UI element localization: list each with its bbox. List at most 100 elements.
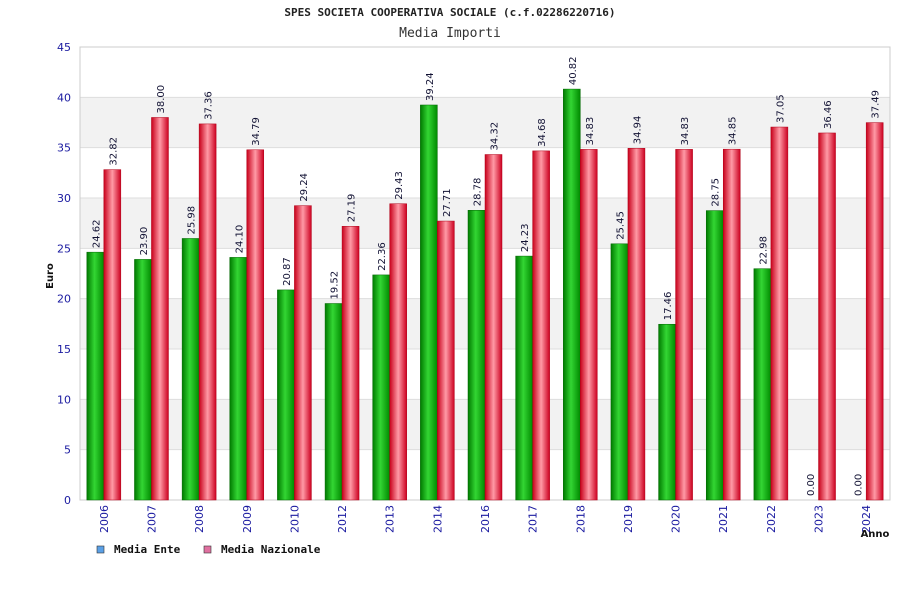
- y-tick-label: 35: [57, 142, 71, 155]
- x-axis-ticks: 2006 2007 2008 2009 2010 2012 2013 2014 2016 2017…: [98, 505, 873, 533]
- bar-ente-2016: [467, 210, 486, 501]
- x-tick-label: 2024: [860, 505, 873, 533]
- data-label: 22.36: [377, 242, 388, 271]
- x-tick-label: 2012: [336, 505, 349, 533]
- data-label: 27.71: [442, 188, 453, 217]
- x-tick-label: 2006: [98, 505, 111, 533]
- data-label: 27.19: [347, 194, 358, 223]
- bar-ente-2018: [563, 88, 581, 501]
- background-band: [80, 47, 890, 98]
- data-label: 39.24: [425, 72, 436, 101]
- bar-nazionale-2013: [389, 203, 407, 501]
- x-tick-label: 2009: [241, 505, 254, 533]
- x-tick-label: 2022: [765, 505, 778, 533]
- data-label: 34.79: [251, 117, 262, 146]
- bar-ente-2022: [753, 268, 772, 501]
- bar-nazionale-2012: [341, 226, 360, 501]
- data-label: 22.98: [758, 236, 769, 265]
- x-tick-label: 2017: [527, 505, 540, 533]
- y-tick-label: 0: [64, 494, 71, 507]
- bar-nazionale-2023: [818, 132, 836, 501]
- data-label: 34.83: [585, 117, 596, 146]
- legend-swatch-ente: [96, 545, 105, 554]
- data-labels: 24.62 32.82 23.90 38.00 25.98 37.36 24.10 34.79…: [91, 56, 881, 496]
- bar-nazionale-2010: [294, 205, 312, 501]
- y-axis-label: Euro: [45, 263, 56, 289]
- y-tick-label: 20: [57, 293, 71, 306]
- data-label: 28.78: [473, 178, 484, 207]
- bar-nazionale-2024: [865, 122, 884, 501]
- bar-nazionale-2014: [437, 220, 455, 501]
- data-label: 34.94: [632, 116, 643, 145]
- data-label: 32.82: [108, 137, 119, 166]
- data-label: 23.90: [139, 227, 150, 256]
- y-tick-label: 30: [57, 192, 71, 205]
- x-tick-label: 2014: [431, 505, 444, 533]
- bar-nazionale-2007: [151, 117, 169, 501]
- bar-nazionale-2009: [246, 149, 265, 501]
- y-axis-ticks: 0 5 10 15 20 25 30 35 40 45: [57, 41, 71, 507]
- data-label: 28.75: [711, 178, 722, 207]
- y-tick-label: 45: [57, 41, 71, 54]
- y-tick-label: 5: [64, 444, 71, 457]
- bar-ente-2012: [324, 303, 343, 501]
- x-tick-label: 2018: [574, 505, 587, 533]
- x-tick-label: 2010: [288, 505, 301, 533]
- bar-nazionale-2021: [722, 148, 741, 501]
- x-tick-label: 2021: [717, 505, 730, 533]
- bar-nazionale-2020: [675, 149, 693, 501]
- bar-ente-2006: [86, 251, 105, 501]
- bar-ente-2010: [277, 289, 295, 501]
- bar-ente-2019: [610, 243, 629, 501]
- bars: [86, 88, 884, 501]
- data-label: 24.23: [520, 223, 531, 252]
- legend: Media Ente Media Nazionale: [96, 543, 321, 556]
- data-label: 38.00: [156, 85, 167, 114]
- bar-ente-2009: [229, 257, 248, 501]
- data-label: 34.68: [537, 118, 548, 147]
- x-tick-label: 2007: [145, 505, 158, 533]
- bar-nazionale-2017: [532, 150, 550, 501]
- data-label: 34.83: [680, 117, 691, 146]
- data-label: 34.85: [728, 117, 739, 146]
- x-tick-label: 2020: [670, 505, 683, 533]
- data-label: 0.00: [806, 474, 817, 496]
- bar-ente-2007: [134, 259, 152, 501]
- bar-ente-2020: [658, 323, 676, 501]
- bar-ente-2008: [181, 238, 200, 501]
- data-label: 29.24: [299, 173, 310, 202]
- data-label: 36.46: [823, 100, 834, 129]
- bar-nazionale-2018: [580, 149, 598, 501]
- x-axis-label: Anno: [861, 529, 890, 540]
- x-tick-label: 2008: [193, 505, 206, 533]
- data-label: 24.62: [91, 220, 102, 249]
- y-tick-label: 40: [57, 91, 71, 104]
- y-tick-label: 25: [57, 242, 71, 255]
- x-tick-label: 2023: [813, 505, 826, 533]
- data-label: 25.98: [187, 206, 198, 235]
- x-tick-label: 2016: [479, 505, 492, 533]
- bar-ente-2014: [420, 104, 438, 501]
- data-label: 25.45: [615, 211, 626, 240]
- chart-subtitle: Media Importi: [399, 26, 501, 41]
- bar-nazionale-2006: [103, 169, 122, 501]
- data-label: 0.00: [854, 474, 865, 496]
- data-label: 37.49: [871, 90, 882, 119]
- data-label: 34.32: [490, 122, 501, 151]
- x-tick-label: 2019: [622, 505, 635, 533]
- data-label: 24.10: [234, 225, 245, 254]
- data-label: 37.05: [775, 94, 786, 123]
- data-label: 17.46: [663, 292, 674, 321]
- data-label: 29.43: [394, 171, 405, 200]
- bar-ente-2017: [515, 255, 533, 501]
- legend-label-nazionale: Media Nazionale: [221, 543, 321, 556]
- chart-title: SPES SOCIETA COOPERATIVA SOCIALE (c.f.02…: [284, 6, 615, 19]
- y-tick-label: 15: [57, 343, 71, 356]
- bar-nazionale-2019: [627, 148, 646, 501]
- bar-ente-2013: [372, 274, 390, 501]
- data-label: 19.52: [330, 271, 341, 300]
- bar-nazionale-2016: [484, 154, 503, 501]
- bar-ente-2021: [705, 210, 724, 501]
- x-tick-label: 2013: [384, 505, 397, 533]
